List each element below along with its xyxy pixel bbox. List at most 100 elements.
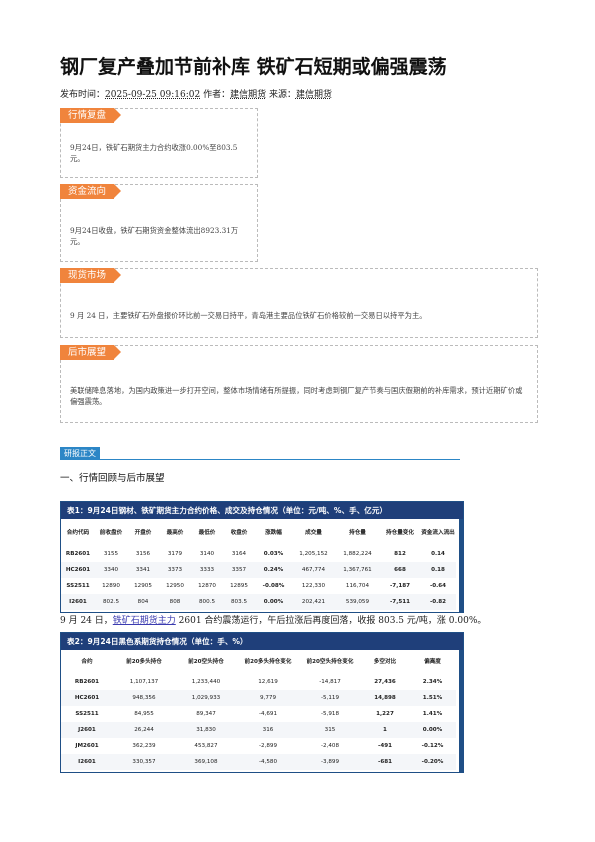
table-cell: 0.14 <box>420 546 456 562</box>
section-heading: 一、行情回顾与后市展望 <box>60 473 165 484</box>
table-side-bar <box>459 519 464 612</box>
table-cell: 12950 <box>159 578 191 594</box>
box-tag: 后市展望 <box>60 345 122 360</box>
table-cell: 803.5 <box>223 594 255 610</box>
table-row: I2601 802.5 804 808 800.5 803.5 0.00% 202,421 53… <box>61 594 456 610</box>
summary-box-spot-market: 现货市场 9 月 24 日，主要铁矿石外盘报价环比前一交易日持平，青岛港主要品位… <box>60 268 538 338</box>
table-cell: 539,059 <box>335 594 380 610</box>
table-cell: 315 <box>299 722 361 738</box>
contract-code-cell: SS2511 <box>61 706 113 722</box>
box-tag: 资金流向 <box>60 184 122 199</box>
table-row: SS2511 84,955 89,347 -4,691 -5,918 1,227 1.41% <box>61 706 456 722</box>
column-header: 前20多头持仓 <box>126 659 162 665</box>
table-cell: -0.12% <box>409 738 456 754</box>
table-cell: 1,233,440 <box>175 674 237 690</box>
table-cell: 1,205,152 <box>292 546 335 562</box>
table-cell: -0.82 <box>420 594 456 610</box>
summary-box-fund-flow: 资金流向 9月24日收盘，铁矿石期货资金整体流出8923.31万元。 <box>60 184 258 262</box>
table-cell: 0.18 <box>420 562 456 578</box>
section-divider <box>60 459 460 460</box>
table-row: RB2601 3155 3156 3179 3140 3164 0.03% 1,205,152… <box>61 546 456 562</box>
author-label: 作者： <box>200 90 231 100</box>
table-cell: 316 <box>237 722 299 738</box>
box-tag: 行情复盘 <box>60 108 122 123</box>
table-cell: 3340 <box>95 562 127 578</box>
article-title: 钢厂复产叠加节前补库 铁矿石短期或偏强震荡 <box>60 56 447 78</box>
table-cell: 0.24% <box>255 562 292 578</box>
table-positions: 表2：9月24日黑色系期货持仓情况（单位：手、%） 合约 前20多头持仓 前20空头… <box>60 632 464 773</box>
table-cell: 3156 <box>127 546 159 562</box>
table-cell: -14,817 <box>299 674 361 690</box>
column-header: 前20空头持仓变化 <box>306 659 354 665</box>
source-name[interactable]: 建信期货 <box>295 90 332 100</box>
column-header: 最高价 <box>166 529 184 536</box>
body-paragraph: 9 月 24 日，铁矿石期货主力 2601 合约震荡运行，午后拉涨后再度回落，收… <box>60 613 486 626</box>
table-cell: 668 <box>380 562 420 578</box>
box-tag: 现货市场 <box>60 268 122 283</box>
table-cell: 1.41% <box>409 706 456 722</box>
table-cell: 12890 <box>95 578 127 594</box>
table-cell: 3373 <box>159 562 191 578</box>
column-header: 成交量 <box>305 529 322 536</box>
contract-code-cell: I2601 <box>61 754 113 770</box>
table-cell: 3155 <box>95 546 127 562</box>
contract-code-cell: HC2601 <box>61 562 95 578</box>
table-cell: 1,367,761 <box>335 562 380 578</box>
table-cell: -491 <box>361 738 409 754</box>
table-cell: 12905 <box>127 578 159 594</box>
meta-prefix: 发布时间： <box>60 90 106 100</box>
contract-code-cell: J2601 <box>61 722 113 738</box>
table-header-row: 合约 前20多头持仓 前20空头持仓 前20多头持仓变化 前20空头持仓变化 多空对比 偏离… <box>61 650 456 674</box>
section-tag: 研报正文 <box>60 447 100 460</box>
table-cell: 467,774 <box>292 562 335 578</box>
iron-ore-futures-link[interactable]: 铁矿石期货主力 <box>112 616 176 626</box>
table-grid: 合约 前20多头持仓 前20空头持仓 前20多头持仓变化 前20空头持仓变化 多空对比 偏离… <box>61 650 456 770</box>
table-cell: 1,029,933 <box>175 690 237 706</box>
column-header: 收盘价 <box>230 529 248 536</box>
table-cell: 1,882,224 <box>335 546 380 562</box>
table-cell: 0.00% <box>409 722 456 738</box>
table-cell: 202,421 <box>292 594 335 610</box>
box-text: 9月24日收盘，铁矿石期货资金整体流出8923.31万元。 <box>70 226 239 246</box>
table-cell: -5,119 <box>299 690 361 706</box>
table-cell: 804 <box>127 594 159 610</box>
column-header: 偏离度 <box>424 659 441 665</box>
table-cell: 1,227 <box>361 706 409 722</box>
table-cell: -7,187 <box>380 578 420 594</box>
contract-code-cell: JM2601 <box>61 738 113 754</box>
table-row: HC2601 3340 3341 3373 3333 3357 0.24% 467,774 1,… <box>61 562 456 578</box>
column-header: 开盘价 <box>134 529 152 536</box>
table-futures-prices: 表1：9月24日钢材、铁矿期货主力合约价格、成交及持仓情况（单位：元/吨、%、手… <box>60 501 464 613</box>
table-cell: 800.5 <box>191 594 223 610</box>
table-cell: 31,830 <box>175 722 237 738</box>
contract-code-cell: RB2601 <box>61 674 113 690</box>
box-text: 9月24日，铁矿石期货主力合约收涨0.00%至803.5元。 <box>70 143 238 163</box>
table-row: RB2601 1,107,137 1,233,440 12,619 -14,817 27,… <box>61 674 456 690</box>
column-header: 前20多头持仓变化 <box>244 659 292 665</box>
table-cell: 14,898 <box>361 690 409 706</box>
contract-code-cell: RB2601 <box>61 546 95 562</box>
table-title: 表1：9月24日钢材、铁矿期货主力合约价格、成交及持仓情况（单位：元/吨、%、手… <box>61 502 463 519</box>
table-title: 表2：9月24日黑色系期货持仓情况（单位：手、%） <box>61 633 463 650</box>
table-cell: 3357 <box>223 562 255 578</box>
table-cell: -0.20% <box>409 754 456 770</box>
table-cell: -7,511 <box>380 594 420 610</box>
author-name[interactable]: 建信期货 <box>230 90 267 100</box>
column-header: 多空对比 <box>373 659 397 665</box>
table-cell: 0.00% <box>255 594 292 610</box>
table-cell: 453,827 <box>175 738 237 754</box>
contract-code-cell: HC2601 <box>61 690 113 706</box>
table-cell: 362,239 <box>113 738 175 754</box>
table-cell: 12,619 <box>237 674 299 690</box>
box-text: 美联储降息落地，为国内政策进一步打开空间，整体市场情绪有所提振，同时考虑到钢厂复… <box>70 386 523 406</box>
table-cell: 330,357 <box>113 754 175 770</box>
table-row: JM2601 362,239 453,827 -2,899 -2,408 -491 -0.1… <box>61 738 456 754</box>
table-cell: -0.64 <box>420 578 456 594</box>
table-cell: 9,779 <box>237 690 299 706</box>
column-header: 前20空头持仓 <box>188 659 224 665</box>
table-header-row: 合约代码 前收盘价 开盘价 最高价 最低价 收盘价 涨跌幅 成交量 持仓量 持仓量变化 资金流入流出 <box>61 519 456 546</box>
table-cell: 116,704 <box>335 578 380 594</box>
table-cell: 802.5 <box>95 594 127 610</box>
table-cell: 3333 <box>191 562 223 578</box>
table-cell: 84,955 <box>113 706 175 722</box>
